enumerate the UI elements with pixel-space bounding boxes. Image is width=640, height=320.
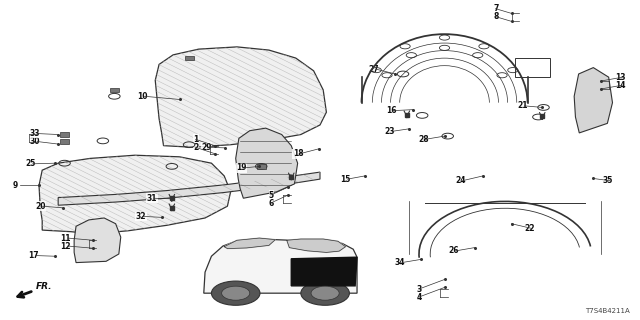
Text: 16: 16 [386, 106, 397, 115]
Polygon shape [58, 172, 320, 205]
Text: 7: 7 [493, 4, 499, 13]
Text: 26: 26 [449, 246, 460, 255]
Text: 5: 5 [269, 190, 274, 200]
Text: 3: 3 [417, 284, 422, 293]
Text: 15: 15 [340, 175, 351, 184]
Text: 28: 28 [418, 135, 429, 144]
Text: 12: 12 [60, 242, 71, 251]
Polygon shape [224, 238, 275, 249]
Text: 29: 29 [201, 143, 211, 152]
Text: 17: 17 [28, 251, 39, 260]
Polygon shape [236, 128, 298, 198]
Text: T7S4B4211A: T7S4B4211A [585, 308, 630, 314]
Text: 6: 6 [269, 198, 274, 207]
Text: 8: 8 [493, 12, 499, 21]
Polygon shape [291, 257, 357, 286]
Text: 21: 21 [517, 101, 527, 110]
FancyBboxPatch shape [184, 56, 193, 60]
Text: 1: 1 [193, 135, 198, 144]
Polygon shape [287, 239, 346, 252]
Text: 14: 14 [615, 81, 625, 90]
Text: 22: 22 [524, 224, 535, 233]
Text: 18: 18 [292, 149, 303, 158]
Text: 19: 19 [236, 164, 246, 172]
Polygon shape [574, 68, 612, 133]
Text: 32: 32 [136, 212, 147, 221]
Text: 34: 34 [394, 258, 405, 267]
FancyBboxPatch shape [60, 132, 69, 137]
Text: 10: 10 [137, 92, 148, 101]
Text: 2: 2 [193, 143, 198, 152]
Text: 20: 20 [35, 202, 45, 211]
Text: 23: 23 [385, 127, 396, 136]
Text: 35: 35 [602, 176, 612, 185]
FancyBboxPatch shape [110, 88, 119, 92]
Text: 24: 24 [455, 176, 466, 185]
FancyBboxPatch shape [60, 139, 69, 144]
FancyBboxPatch shape [257, 164, 266, 169]
Text: 9: 9 [12, 181, 17, 190]
Polygon shape [204, 239, 357, 293]
Text: 11: 11 [60, 234, 71, 243]
Circle shape [211, 281, 260, 305]
Text: 27: 27 [369, 65, 380, 74]
Text: 33: 33 [30, 129, 40, 138]
Circle shape [311, 286, 339, 300]
Polygon shape [156, 47, 326, 147]
Text: FR.: FR. [36, 282, 52, 291]
Text: 30: 30 [30, 137, 40, 146]
Text: 25: 25 [26, 159, 36, 168]
Text: 13: 13 [615, 73, 625, 82]
Text: 4: 4 [417, 292, 422, 301]
Polygon shape [74, 218, 121, 263]
Text: 31: 31 [147, 194, 157, 203]
Polygon shape [39, 155, 230, 234]
Circle shape [221, 286, 250, 300]
Circle shape [301, 281, 349, 305]
